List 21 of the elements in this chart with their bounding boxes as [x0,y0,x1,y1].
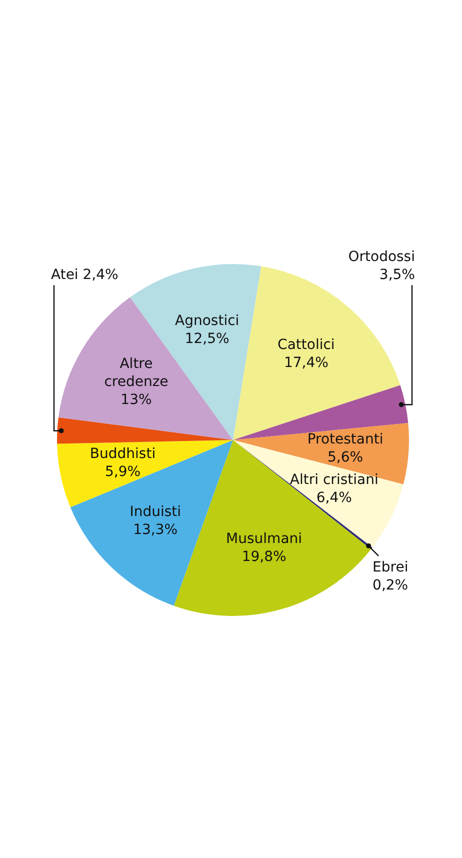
data-label: 3,5% [379,266,415,283]
data-label: 5,9% [104,464,141,480]
slice-label: Musulmani [226,530,302,547]
slice-label: Buddhisti [90,446,156,462]
data-label: 6,4% [316,490,352,506]
data-label: 19,8% [242,548,286,565]
slice-label: Induisti [130,504,182,520]
data-label: 0,2% [372,578,408,594]
slice-label: Agnostici [175,313,240,330]
data-label: 13% [120,392,152,408]
slice-label: Protestanti [307,432,384,448]
slice-label: Ortodossi [348,248,415,265]
slice-label: Atei 2,4% [51,266,118,283]
data-label: 17,4% [284,355,328,372]
slice-label: Cattolici [278,337,335,354]
slice-label: Altre credenze [104,356,168,390]
data-label: 12,5% [184,331,230,348]
data-label: 5,6% [328,450,364,466]
slice-label: Ebrei [372,560,408,576]
data-label: 13,3% [133,522,178,538]
slice-label: Altri cristiani [290,472,378,488]
